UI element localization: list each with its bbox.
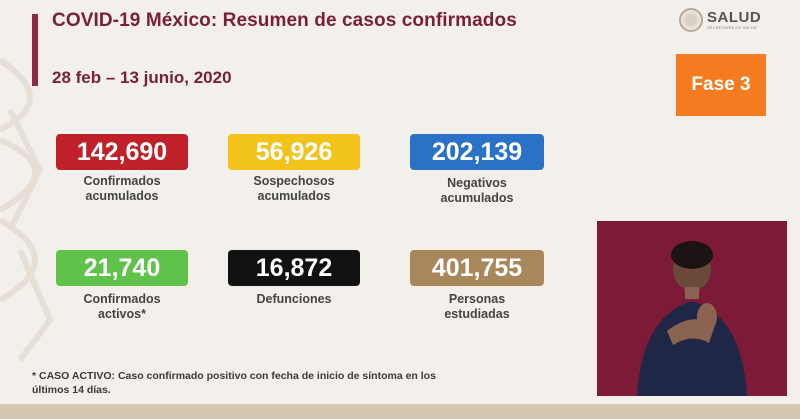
title-accent-bar: [32, 14, 38, 86]
page-title: COVID-19 México: Resumen de casos confir…: [52, 10, 517, 31]
stat-tested-label: Personas estudiadas: [444, 292, 510, 321]
interpreter-figure: [637, 241, 747, 396]
interpreter-video: [597, 221, 787, 396]
salud-logo: SALUD SECRETARÍA DE SALUD: [679, 6, 761, 34]
stat-confirmed-value: 142,690: [56, 134, 188, 170]
stat-negative-label: Negativos acumulados: [440, 176, 514, 205]
stat-active-label: Confirmados activos*: [83, 292, 161, 321]
date-range: 28 feb – 13 junio, 2020: [52, 68, 232, 87]
stat-suspected-label: Sospechosos acumulados: [253, 174, 335, 203]
phase-badge: Fase 3: [676, 54, 766, 116]
stat-confirmed-label: Confirmados acumulados: [83, 174, 161, 203]
footnote: * CASO ACTIVO: Caso confirmado positivo …: [32, 370, 436, 396]
bottom-band: [0, 404, 800, 419]
stat-suspected-value: 56,926: [228, 134, 360, 170]
logo-subtext: SECRETARÍA DE SALUD: [707, 24, 757, 30]
stat-negative-value: 202,139: [410, 134, 544, 170]
logo-text: SALUD: [707, 8, 762, 26]
stat-active-value: 21,740: [56, 250, 188, 286]
stat-tested-value: 401,755: [410, 250, 544, 286]
stat-deaths-label: Defunciones: [256, 292, 332, 306]
seal-icon: [679, 8, 703, 32]
stat-deaths-value: 16,872: [228, 250, 360, 286]
